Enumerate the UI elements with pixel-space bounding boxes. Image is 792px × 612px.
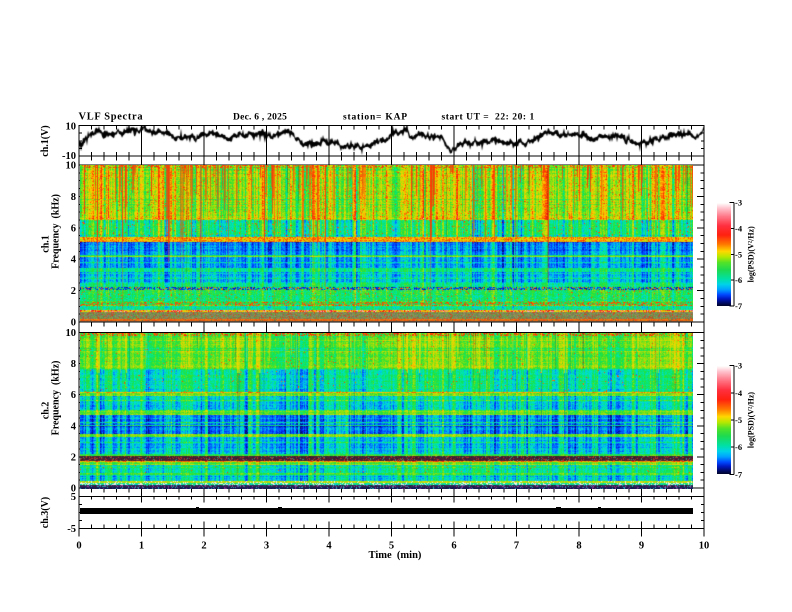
svg-text:4: 4 <box>326 541 332 552</box>
svg-text:ch.1(V): ch.1(V) <box>40 125 51 156</box>
svg-text:-10: -10 <box>62 151 76 162</box>
svg-text:6: 6 <box>451 541 456 552</box>
svg-text:start UT = 22: 20: 1: start UT = 22: 20: 1 <box>442 113 535 123</box>
svg-text:-4: -4 <box>735 388 743 398</box>
svg-text:2: 2 <box>71 452 76 463</box>
svg-text:6: 6 <box>71 390 76 401</box>
svg-text:10: 10 <box>699 541 710 552</box>
svg-text:-5: -5 <box>735 415 742 425</box>
svg-text:10: 10 <box>66 122 77 133</box>
svg-text:5: 5 <box>71 492 76 503</box>
svg-text:-7: -7 <box>735 301 743 311</box>
svg-text:2: 2 <box>201 541 206 552</box>
svg-text:0: 0 <box>71 318 76 329</box>
svg-text:5: 5 <box>389 541 394 552</box>
svg-text:8: 8 <box>71 192 76 203</box>
svg-text:Dec. 6 , 2025: Dec. 6 , 2025 <box>233 113 287 123</box>
svg-text:-4: -4 <box>735 223 743 233</box>
svg-text:ch.1: ch.1 <box>41 235 52 253</box>
svg-text:-5: -5 <box>67 524 76 535</box>
svg-text:VLF Spectra: VLF Spectra <box>79 112 144 123</box>
svg-text:-7: -7 <box>735 469 743 479</box>
svg-text:8: 8 <box>71 359 76 370</box>
svg-text:station= KAP: station= KAP <box>343 113 408 123</box>
svg-text:0: 0 <box>71 484 76 495</box>
svg-text:7: 7 <box>514 541 519 552</box>
svg-text:2: 2 <box>71 286 76 297</box>
svg-text:log(PSD)(V²/Hz): log(PSD)(V²/Hz) <box>747 226 756 283</box>
svg-text:Time (min): Time (min) <box>369 550 422 561</box>
svg-text:-6: -6 <box>735 275 742 285</box>
svg-text:4: 4 <box>71 421 77 432</box>
svg-text:Frequency (kHz): Frequency (kHz) <box>51 194 62 269</box>
svg-text:10: 10 <box>66 328 77 339</box>
svg-text:9: 9 <box>639 541 644 552</box>
svg-text:-3: -3 <box>735 198 742 208</box>
svg-text:1: 1 <box>139 541 144 552</box>
svg-text:4: 4 <box>71 255 77 266</box>
svg-text:-6: -6 <box>735 442 742 452</box>
svg-text:ch.2: ch.2 <box>41 402 52 420</box>
svg-text:10: 10 <box>66 161 77 172</box>
svg-text:log(PSD)(V²/Hz): log(PSD)(V²/Hz) <box>747 392 756 449</box>
svg-text:6: 6 <box>71 223 76 234</box>
svg-text:-3: -3 <box>735 361 742 371</box>
svg-text:Frequency (kHz): Frequency (kHz) <box>51 361 62 436</box>
svg-text:ch.3(V): ch.3(V) <box>40 497 51 528</box>
svg-text:-5: -5 <box>735 249 742 259</box>
svg-text:8: 8 <box>576 541 581 552</box>
svg-text:0: 0 <box>76 541 81 552</box>
svg-text:3: 3 <box>264 541 269 552</box>
